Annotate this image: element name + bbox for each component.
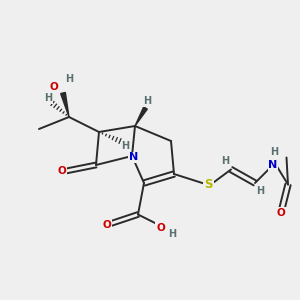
Text: O: O [102,220,111,230]
Text: H: H [143,96,152,106]
Text: H: H [168,229,177,239]
Text: H: H [256,186,265,197]
Text: N: N [129,152,138,163]
Text: H: H [65,74,73,85]
Polygon shape [135,107,147,126]
Text: S: S [204,178,213,191]
Text: O: O [57,166,66,176]
Text: O: O [156,223,165,233]
Polygon shape [61,92,69,117]
Text: H: H [44,93,52,103]
Text: H: H [270,147,279,158]
Text: O: O [50,82,58,92]
Text: H: H [121,140,130,151]
Text: O: O [276,208,285,218]
Text: H: H [221,156,230,166]
Text: N: N [268,160,278,170]
